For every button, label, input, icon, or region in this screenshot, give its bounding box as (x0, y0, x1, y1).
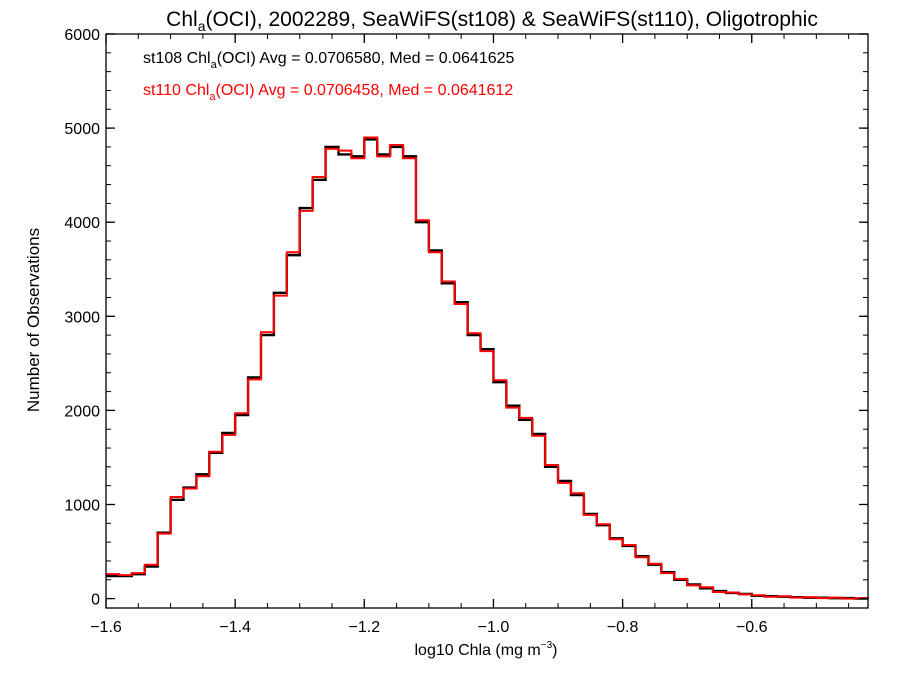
y-tick-label: 4000 (64, 215, 100, 232)
annotation-layer: st108 Chla(OCI) Avg = 0.0706580, Med = 0… (143, 50, 515, 103)
x-axis-label: log10 Chla (mg m−3) (414, 640, 557, 659)
x-tick-label: −1.6 (90, 619, 122, 636)
x-axis-label-post: ) (552, 642, 557, 659)
x-tick-label: −1.2 (349, 619, 381, 636)
y-tick-label: 0 (91, 592, 100, 609)
y-tick-label: 2000 (64, 403, 100, 420)
series-line-st110 (106, 136, 869, 600)
tick-layer: −1.6 −1.4 −1.2 −1.0 −0.8 −0.6 0 1000 2000 3000 400… (64, 27, 868, 636)
chart-title-post: (OCI), 2002289, SeaWiFS(st108) & SeaWiFS… (205, 8, 817, 31)
chart-title-pre: Chl (166, 8, 198, 31)
y-tick-label: 5000 (64, 121, 100, 138)
chart-title-sub: a (198, 18, 206, 34)
y-tick-label: 1000 (64, 497, 100, 514)
y-axis-label: Number of Observations (24, 228, 43, 412)
y-tick-label: 6000 (64, 27, 100, 44)
x-tick-label: −0.8 (607, 619, 639, 636)
x-tick-label: −1.4 (219, 619, 251, 636)
x-tick-label: −0.6 (736, 619, 768, 636)
series-layer (106, 136, 869, 600)
y-tick-label: 3000 (64, 309, 100, 326)
series-line-st108 (106, 138, 868, 600)
annotation-st110: st110 Chla(OCI) Avg = 0.0706458, Med = 0… (143, 82, 513, 103)
x-tick-label: −1.0 (478, 619, 510, 636)
chart-title: Chla(OCI), 2002289, SeaWiFS(st108) & Sea… (166, 8, 818, 34)
plot-frame (105, 33, 869, 609)
annotation-st108: st108 Chla(OCI) Avg = 0.0706580, Med = 0… (143, 50, 515, 71)
x-axis-label-pre: log10 Chla (mg m (414, 642, 540, 659)
x-axis-label-sup: −3 (541, 640, 553, 651)
